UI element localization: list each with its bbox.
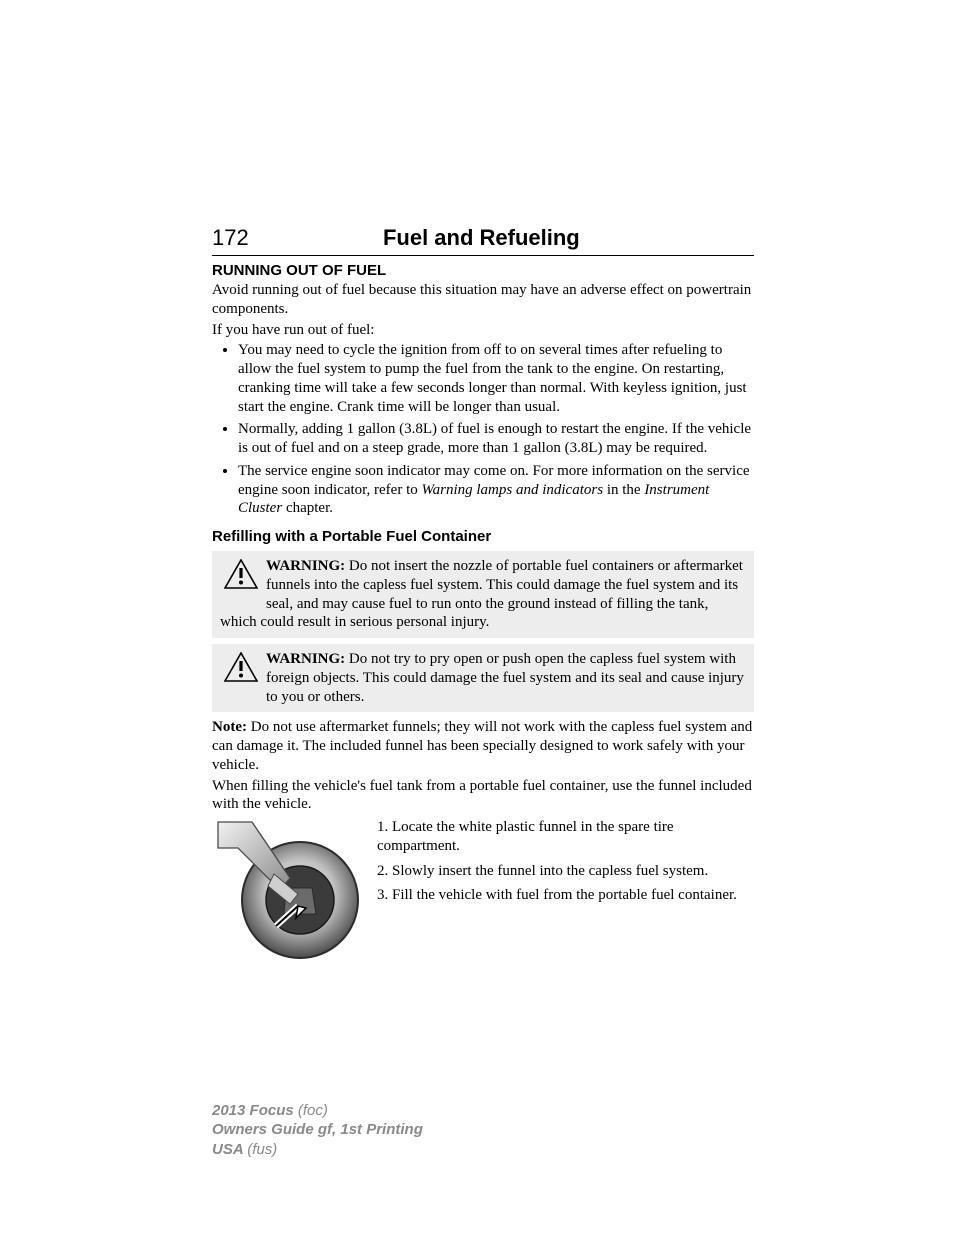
warning-label: WARNING: (266, 651, 345, 667)
list-item-text: in the (603, 482, 644, 498)
footer-line: USA (fus) (212, 1140, 423, 1160)
warning-box: WARNING: Do not try to pry open or push … (212, 644, 754, 712)
body-text: If you have run out of fuel: (212, 321, 754, 340)
warning-label: WARNING: (266, 558, 345, 574)
footer-paren: (foc) (298, 1102, 328, 1119)
footer-text: 2013 Focus (212, 1102, 298, 1119)
note-text: Do not use aftermarket funnels; they wil… (212, 719, 752, 773)
footer-text: USA (212, 1141, 247, 1158)
funnel-illustration (212, 818, 367, 966)
section-heading-running-out: RUNNING OUT OF FUEL (212, 262, 754, 279)
note-paragraph: Note: Do not use aftermarket funnels; th… (212, 718, 754, 774)
list-item: Normally, adding 1 gallon (3.8L) of fuel… (238, 420, 754, 458)
list-item-text: chapter. (282, 500, 333, 516)
warning-box: WARNING: Do not insert the nozzle of por… (212, 551, 754, 638)
step-text: 2. Slowly insert the funnel into the cap… (377, 862, 754, 881)
page-header: 172 Fuel and Refueling (212, 225, 754, 256)
note-label: Note: (212, 719, 247, 735)
list-item: The service engine soon indicator may co… (238, 462, 754, 518)
footer-line: 2013 Focus (foc) (212, 1101, 423, 1121)
steps-column: 1. Locate the white plastic funnel in th… (377, 818, 754, 911)
page: 172 Fuel and Refueling RUNNING OUT OF FU… (0, 0, 954, 1235)
step-text: 1. Locate the white plastic funnel in th… (377, 818, 754, 856)
bullet-list: You may need to cycle the ignition from … (212, 341, 754, 518)
footer-paren: (fus) (247, 1141, 277, 1158)
footer-line: Owners Guide gf, 1st Printing (212, 1120, 423, 1140)
warning-triangle-icon (224, 652, 258, 688)
chapter-title: Fuel and Refueling (209, 225, 754, 251)
page-footer: 2013 Focus (foc) Owners Guide gf, 1st Pr… (212, 1101, 423, 1160)
list-item-emphasis: Warning lamps and indicators (422, 482, 604, 498)
body-text: When filling the vehicle's fuel tank fro… (212, 777, 754, 815)
body-text: Avoid running out of fuel because this s… (212, 281, 754, 319)
step-text: 3. Fill the vehicle with fuel from the p… (377, 886, 754, 905)
warning-triangle-icon (224, 559, 258, 595)
list-item: You may need to cycle the ignition from … (238, 341, 754, 416)
subsection-heading-refilling: Refilling with a Portable Fuel Container (212, 528, 754, 545)
steps-wrapper: 1. Locate the white plastic funnel in th… (212, 818, 754, 966)
